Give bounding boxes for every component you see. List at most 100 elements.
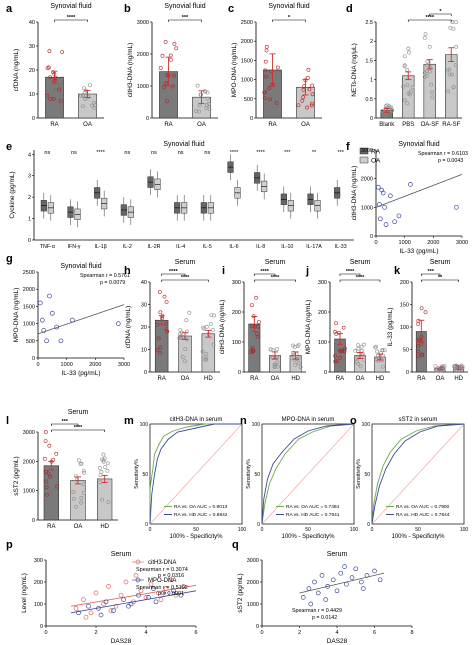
x-tick-label: HD — [376, 376, 385, 382]
data-point — [405, 83, 410, 87]
significance-bracket — [339, 279, 381, 282]
data-point — [71, 490, 76, 494]
data-point — [88, 610, 94, 616]
data-point — [155, 348, 160, 353]
panel-letter-p: p — [6, 539, 13, 551]
y-tick-label: 1000 — [241, 78, 253, 84]
data-point — [168, 577, 174, 583]
y-tick-label: 0 — [40, 624, 43, 630]
data-point — [39, 317, 45, 323]
y-tick-label: 50 — [364, 472, 370, 478]
data-point — [37, 300, 43, 306]
data-point — [344, 581, 349, 587]
data-point — [422, 75, 427, 79]
stat-annotation: p = 0.0079 — [100, 280, 125, 286]
data-point — [170, 84, 175, 89]
y-tick-label: 1 — [370, 78, 373, 84]
x-tick-label: TNF-α — [40, 244, 55, 250]
data-point — [433, 364, 438, 368]
data-point — [333, 354, 338, 358]
y-tick-label: 0 — [32, 518, 35, 524]
data-point — [158, 597, 164, 602]
data-point — [97, 466, 102, 470]
data-point — [267, 86, 272, 91]
data-point — [387, 193, 393, 199]
stat-annotation: p = 0.0043 — [438, 158, 463, 164]
data-point — [47, 443, 52, 448]
data-point — [205, 96, 210, 101]
chart-p: 0 100 200 300 0 2 4 6 Serum DAS28 Level (ng/mL) cit… — [21, 551, 198, 645]
data-point — [164, 299, 169, 304]
y-tick-label: 500 — [244, 97, 253, 103]
data-point — [402, 54, 407, 59]
stat-annotation: Spearman r = 0.4429 — [292, 608, 342, 614]
y-tick-label: 2 — [370, 39, 373, 45]
data-point — [83, 614, 89, 620]
fit-line — [70, 590, 197, 614]
data-point — [42, 456, 47, 461]
y-tick-label: 200 — [34, 580, 43, 586]
y-tick-label: 100 — [318, 340, 327, 346]
x-tick-label: 1000 — [399, 240, 411, 246]
y-tick-label: 10 — [141, 348, 147, 354]
y-tick-label: 50 — [142, 472, 148, 478]
data-point — [60, 50, 65, 55]
data-point — [262, 96, 267, 101]
data-point — [204, 352, 209, 356]
data-point — [254, 331, 259, 336]
data-point — [330, 577, 336, 583]
data-point — [171, 588, 176, 594]
y-tick-label: 3000 — [137, 20, 149, 26]
panel-letter-l: l — [6, 415, 9, 427]
panel-letter-a: a — [6, 3, 13, 15]
significance-bracket — [254, 279, 296, 282]
data-point — [211, 328, 216, 332]
data-point — [256, 320, 261, 325]
data-point — [377, 355, 382, 360]
y-tick-label: 3000 — [247, 558, 259, 564]
data-point — [78, 93, 83, 98]
data-point — [195, 83, 200, 88]
data-point — [342, 349, 347, 353]
y-axis-label: Sensitivity% — [134, 459, 140, 489]
x-tick-label: 50 — [415, 527, 421, 533]
data-point — [416, 349, 421, 354]
data-point — [308, 601, 314, 607]
bar — [402, 75, 415, 119]
data-point — [305, 105, 310, 110]
y-tick-label: 30 — [29, 44, 35, 50]
reference-diagonal — [261, 423, 355, 525]
data-point — [82, 86, 86, 91]
data-point — [402, 98, 407, 103]
data-point — [415, 338, 420, 343]
significance-label: **** — [67, 15, 76, 21]
stat-annotation: p = 0.0142 — [312, 615, 337, 621]
data-point — [360, 353, 365, 358]
data-point — [275, 360, 280, 365]
legend-label: RA vs. OA AUC = 0.9013 — [174, 504, 228, 510]
significance-bracket — [168, 19, 202, 22]
data-point — [249, 303, 254, 307]
data-point — [98, 612, 104, 618]
data-point — [256, 324, 260, 329]
stat-annotation: Spearman r = 0.6103 — [418, 151, 468, 157]
data-point — [44, 338, 49, 344]
plot-frame — [261, 423, 355, 525]
data-point — [81, 490, 86, 495]
y-tick-label: 0 — [324, 370, 327, 376]
y-tick-label: 0 — [144, 370, 147, 376]
y-tick-label: 200 — [318, 310, 327, 316]
x-axis-label: 100% - Specificity% — [391, 534, 445, 540]
data-point — [334, 321, 338, 326]
data-point — [82, 470, 87, 475]
data-point — [416, 322, 420, 326]
data-point — [312, 579, 317, 585]
y-tick-label: 2 — [28, 195, 31, 201]
data-point — [182, 359, 187, 364]
y-tick-label: 1500 — [241, 58, 253, 64]
data-point — [156, 336, 161, 341]
y-tick-label: 1.5 — [365, 58, 373, 64]
data-point — [306, 67, 311, 72]
data-point — [58, 99, 63, 104]
